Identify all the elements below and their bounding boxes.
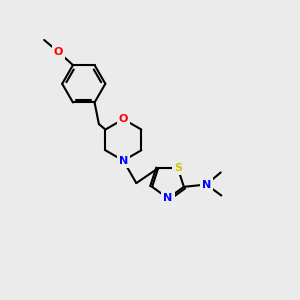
Text: O: O — [119, 114, 128, 124]
Text: N: N — [202, 179, 211, 190]
Text: O: O — [54, 47, 63, 57]
Text: S: S — [174, 163, 182, 173]
Text: N: N — [119, 156, 128, 166]
Text: N: N — [164, 194, 172, 203]
